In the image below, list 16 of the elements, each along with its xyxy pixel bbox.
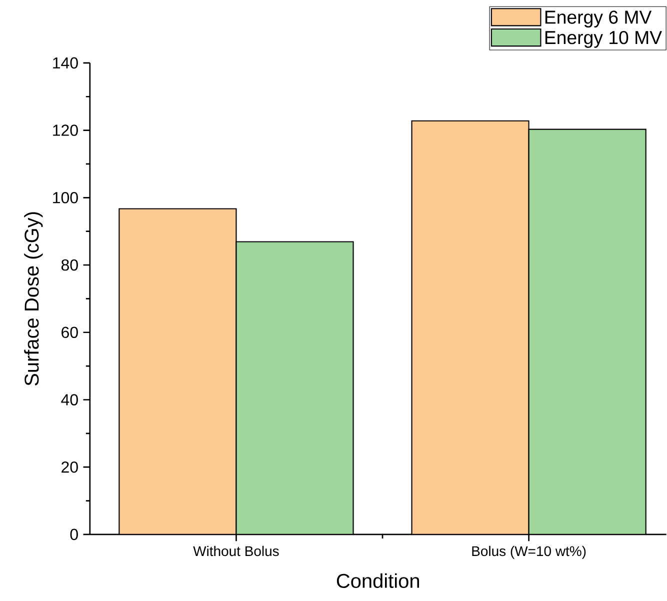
y-tick-label: 20 bbox=[62, 461, 78, 473]
x-tick-label: Bolus (W=10 wt%) bbox=[472, 546, 586, 559]
legend-label: Energy 6 MV bbox=[545, 10, 652, 28]
bar bbox=[411, 120, 530, 534]
legend-label: Energy 10 MV bbox=[545, 30, 662, 48]
x-tick-label: Without Bolus bbox=[193, 546, 279, 556]
y-tick-label: 140 bbox=[53, 57, 78, 68]
y-tick-label: 40 bbox=[61, 394, 78, 406]
y-tick-label: 0 bbox=[70, 528, 78, 540]
y-tick-label: 80 bbox=[61, 259, 78, 270]
y-tick-label: 120 bbox=[53, 124, 78, 136]
bar bbox=[118, 208, 237, 534]
x-axis-title: Condition bbox=[336, 573, 420, 588]
y-axis-title: Surface Dose (cGy) bbox=[24, 212, 43, 386]
y-tick-label: 60 bbox=[62, 326, 78, 338]
y-tick-label: 100 bbox=[53, 192, 78, 204]
